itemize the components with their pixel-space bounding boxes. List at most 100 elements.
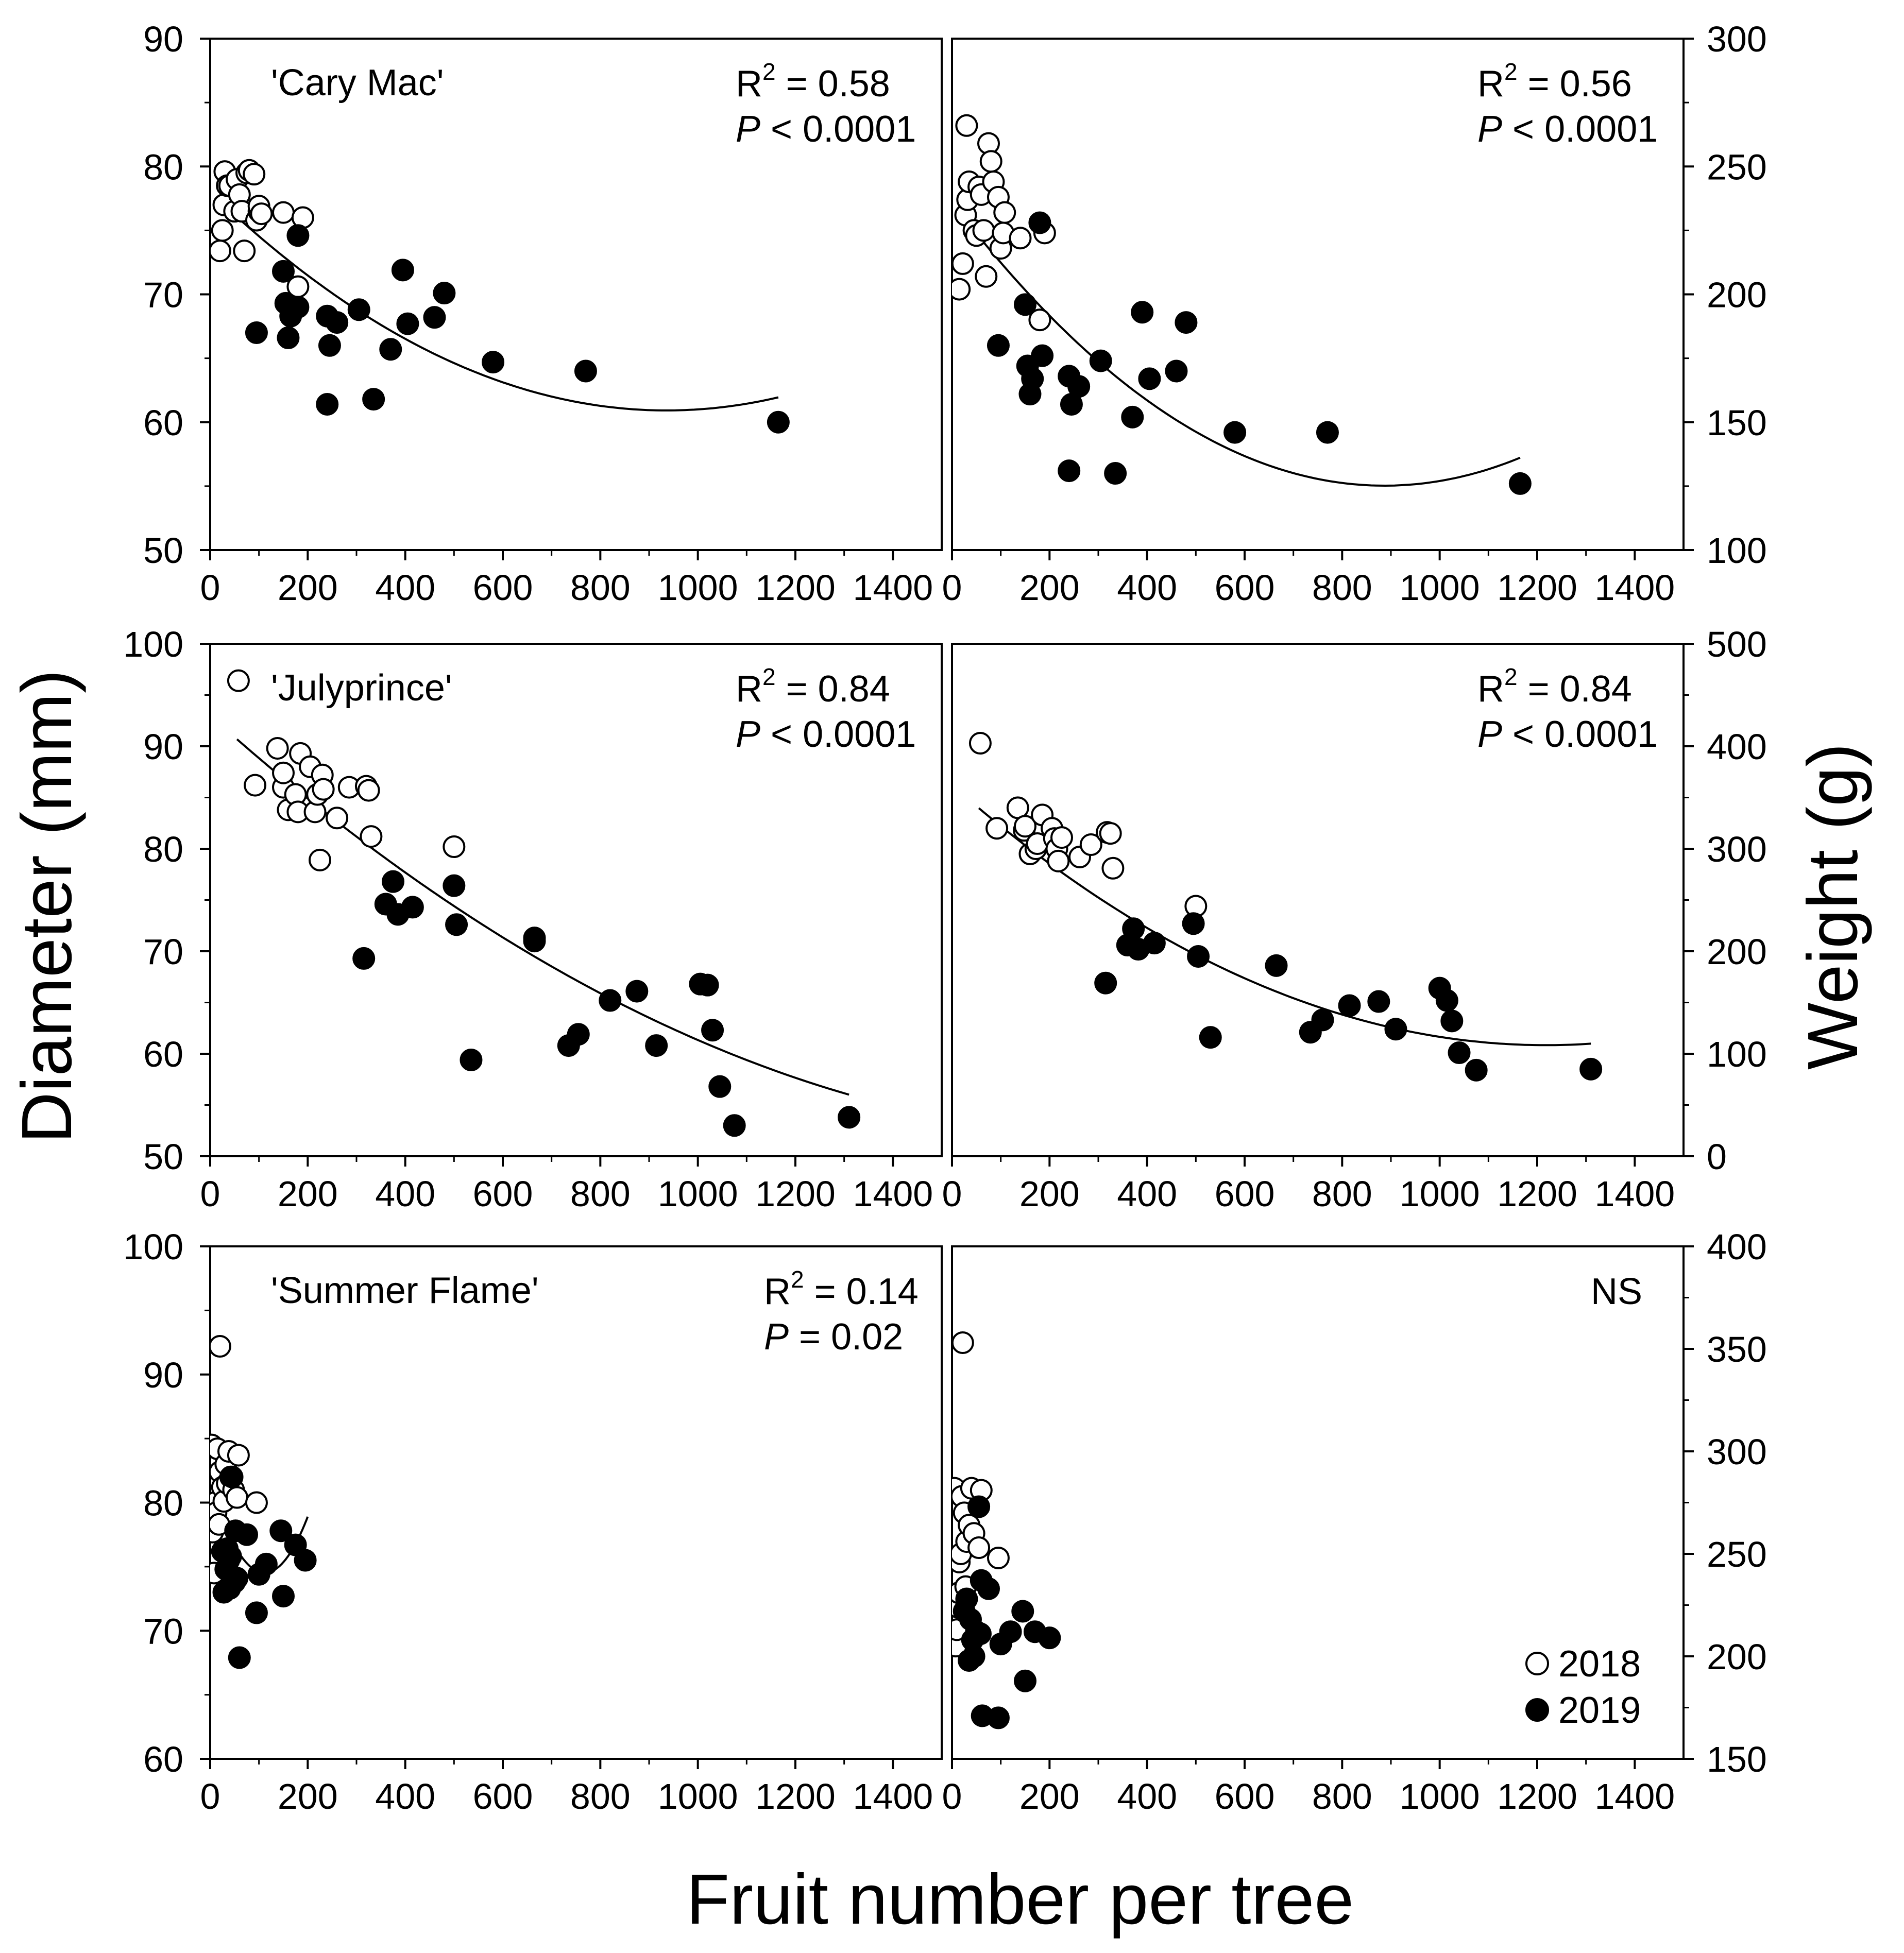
point-2018 (975, 265, 998, 288)
x-tick-label: 1000 (658, 1174, 738, 1214)
point-2018 (245, 1491, 268, 1514)
y-tick-label: 100 (123, 1227, 183, 1267)
point-2019 (1011, 1600, 1034, 1623)
y-tick-label: 200 (1707, 1637, 1767, 1677)
panel-0: 0 200 400 600 800 1000 1200 1400 50 60 70 80 90 'Cary… (143, 19, 943, 608)
point-2019 (1384, 1018, 1407, 1041)
point-2018 (227, 1444, 250, 1467)
point-2018 (1009, 227, 1032, 250)
x-tick-label: 600 (473, 1776, 533, 1817)
point-2019 (1367, 990, 1390, 1013)
point-2019 (326, 311, 349, 334)
fit-curve (216, 198, 779, 412)
point-2018 (312, 778, 335, 801)
point-2019 (838, 1106, 861, 1129)
y-tick-label: 100 (123, 624, 183, 664)
point-2019 (1089, 349, 1112, 372)
point-2019 (396, 312, 419, 335)
r-squared-annotation: R2 = 0.84 (1477, 663, 1632, 710)
x-tick-label: 400 (1117, 568, 1177, 608)
x-tick-label: 1000 (658, 568, 738, 608)
point-2019 (723, 1114, 746, 1137)
plot-area (952, 114, 1532, 495)
point-2019 (1440, 1009, 1464, 1033)
point-2019 (1199, 1026, 1222, 1049)
point-2019 (254, 1552, 278, 1575)
x-tick-label: 400 (375, 1776, 435, 1817)
p-value-annotation: P < 0.0001 (736, 109, 916, 150)
y-tick-label: 300 (1707, 1432, 1767, 1472)
point-2019 (1021, 367, 1044, 390)
point-2019 (1508, 472, 1532, 495)
x-tick-label: 400 (1117, 1776, 1177, 1817)
legend-label-2019: 2019 (1558, 1690, 1641, 1731)
p-value-annotation: P = 0.02 (764, 1316, 903, 1358)
point-2019 (987, 334, 1010, 357)
y-tick-label: 200 (1707, 932, 1767, 972)
x-tick-label: 0 (200, 568, 220, 608)
y-tick-label: 300 (1707, 829, 1767, 869)
x-tick-label: 800 (1312, 568, 1372, 608)
fit-curve (961, 214, 1521, 487)
point-2019 (523, 930, 546, 953)
r-squared-annotation: R2 = 0.84 (736, 663, 890, 710)
point-2019 (228, 1646, 251, 1669)
legend-marker-2019 (1525, 1698, 1549, 1722)
point-2018 (987, 1546, 1010, 1569)
point-2018 (952, 1331, 974, 1355)
y-tick-label: 150 (1707, 1739, 1767, 1779)
point-2019 (977, 1577, 1000, 1600)
point-2018 (968, 732, 992, 755)
x-tick-label: 600 (473, 568, 533, 608)
point-2019 (1014, 293, 1036, 316)
panel-4: 0 200 400 600 800 1000 1200 1400 60 70 80 90 100 'Sum… (123, 1227, 943, 1817)
x-tick-label: 800 (570, 1174, 631, 1214)
point-2018 (1079, 833, 1102, 856)
x-tick-label: 1200 (755, 1776, 836, 1817)
point-2019 (272, 1585, 295, 1608)
ns-label: NS (1591, 1271, 1642, 1312)
point-2018 (233, 239, 256, 263)
point-2019 (1265, 954, 1288, 977)
y-tick-label: 70 (143, 1611, 183, 1651)
legend-label-2018: 2018 (1558, 1643, 1641, 1685)
y-tick-label: 0 (1707, 1137, 1727, 1177)
x-tick-label: 600 (473, 1174, 533, 1214)
point-2018 (985, 817, 1009, 840)
point-2019 (1104, 462, 1127, 485)
cultivar-label: 'Julyprince' (271, 667, 452, 709)
r-squared-annotation: R2 = 0.56 (1477, 58, 1632, 105)
point-2019 (379, 338, 402, 361)
x-tick-label: 0 (942, 1174, 962, 1214)
point-2019 (1435, 989, 1458, 1012)
x-tick-label: 200 (278, 1174, 338, 1214)
point-2019 (347, 298, 370, 321)
y-tick-label: 90 (143, 19, 183, 59)
point-2019 (269, 1519, 293, 1543)
x-tick-label: 600 (1215, 1174, 1275, 1214)
point-2018 (967, 1536, 991, 1560)
point-2019 (1121, 405, 1144, 429)
p-value-annotation: P < 0.0001 (1477, 714, 1658, 755)
y-tick-label: 100 (1707, 1034, 1767, 1074)
point-2019 (987, 1706, 1010, 1729)
point-2019 (1122, 917, 1145, 940)
point-2019 (235, 1523, 258, 1546)
y-axis-label-right: Weight (g) (1793, 743, 1873, 1070)
point-2018 (972, 219, 995, 242)
x-tick-label: 200 (1019, 1776, 1080, 1817)
x-tick-label: 0 (200, 1174, 220, 1214)
point-2019 (1028, 211, 1051, 234)
point-2019 (1138, 367, 1161, 390)
panel-2: 0 200 400 600 800 1000 1200 1400 50 60 70 80 90 100 'J… (123, 624, 943, 1214)
point-2018 (309, 848, 331, 871)
x-tick-label: 1400 (1594, 568, 1675, 608)
point-2018 (443, 835, 466, 859)
point-2019 (245, 321, 268, 344)
y-tick-label: 70 (143, 932, 183, 972)
point-2019 (1094, 971, 1117, 995)
x-tick-label: 1000 (1400, 1174, 1480, 1214)
x-tick-label: 1200 (755, 1174, 836, 1214)
point-2019 (316, 392, 339, 416)
x-tick-label: 600 (1215, 1776, 1275, 1817)
